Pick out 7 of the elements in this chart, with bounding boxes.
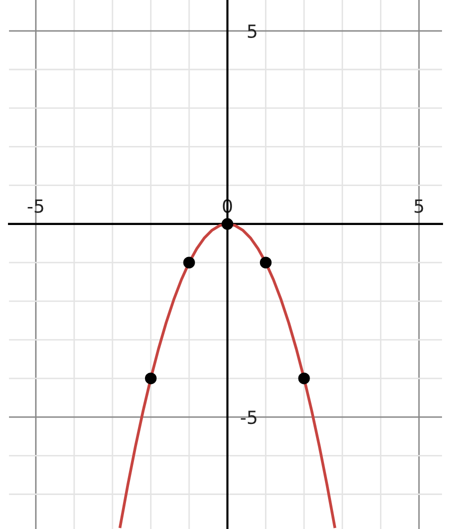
point: [144, 372, 157, 384]
x-tick-label: -5: [28, 200, 44, 213]
point: [222, 218, 234, 230]
point: [260, 256, 272, 268]
x-tick-label: 5: [414, 200, 424, 213]
point: [183, 256, 195, 268]
point: [298, 372, 310, 384]
